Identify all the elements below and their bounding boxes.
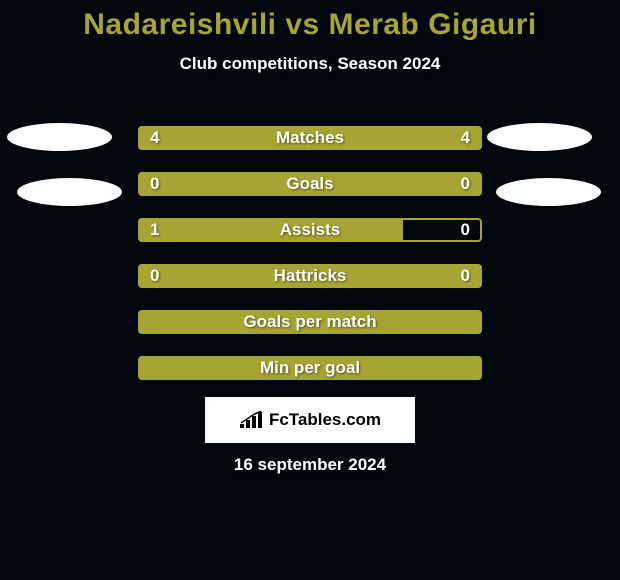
player-left-ellipse	[17, 178, 122, 206]
fctables-logo-icon	[239, 411, 265, 429]
bar-left-fill	[138, 356, 482, 380]
bar-left-fill	[138, 218, 403, 242]
page-title: Nadareishvili vs Merab Gigauri	[0, 0, 620, 42]
bar-left-fill	[138, 172, 310, 196]
bars-container: Matches44 Goals00 Assists10 Hattricks00 Goal…	[138, 126, 482, 402]
footer-badge: FcTables.com	[205, 397, 415, 443]
player-right-ellipse	[487, 123, 592, 151]
comparison-chart: Nadareishvili vs Merab Gigauri Club comp…	[0, 0, 620, 580]
bar-left-fill	[138, 126, 310, 150]
footer-text: FcTables.com	[269, 410, 381, 430]
player-left-ellipse	[7, 123, 112, 151]
stat-bar: Hattricks00	[138, 264, 482, 288]
stat-bar: Goals00	[138, 172, 482, 196]
subtitle: Club competitions, Season 2024	[0, 54, 620, 74]
date-text: 16 september 2024	[0, 455, 620, 475]
stat-bar: Assists10	[138, 218, 482, 242]
stat-bar: Goals per match	[138, 310, 482, 334]
bar-right-fill	[310, 126, 482, 150]
player-right-ellipse	[496, 178, 601, 206]
bar-right-fill	[310, 264, 482, 288]
bar-left-fill	[138, 264, 310, 288]
bar-left-fill	[138, 310, 482, 334]
stat-bar: Matches44	[138, 126, 482, 150]
bar-value-right: 0	[461, 220, 470, 240]
bar-right-fill	[310, 172, 482, 196]
stat-bar: Min per goal	[138, 356, 482, 380]
